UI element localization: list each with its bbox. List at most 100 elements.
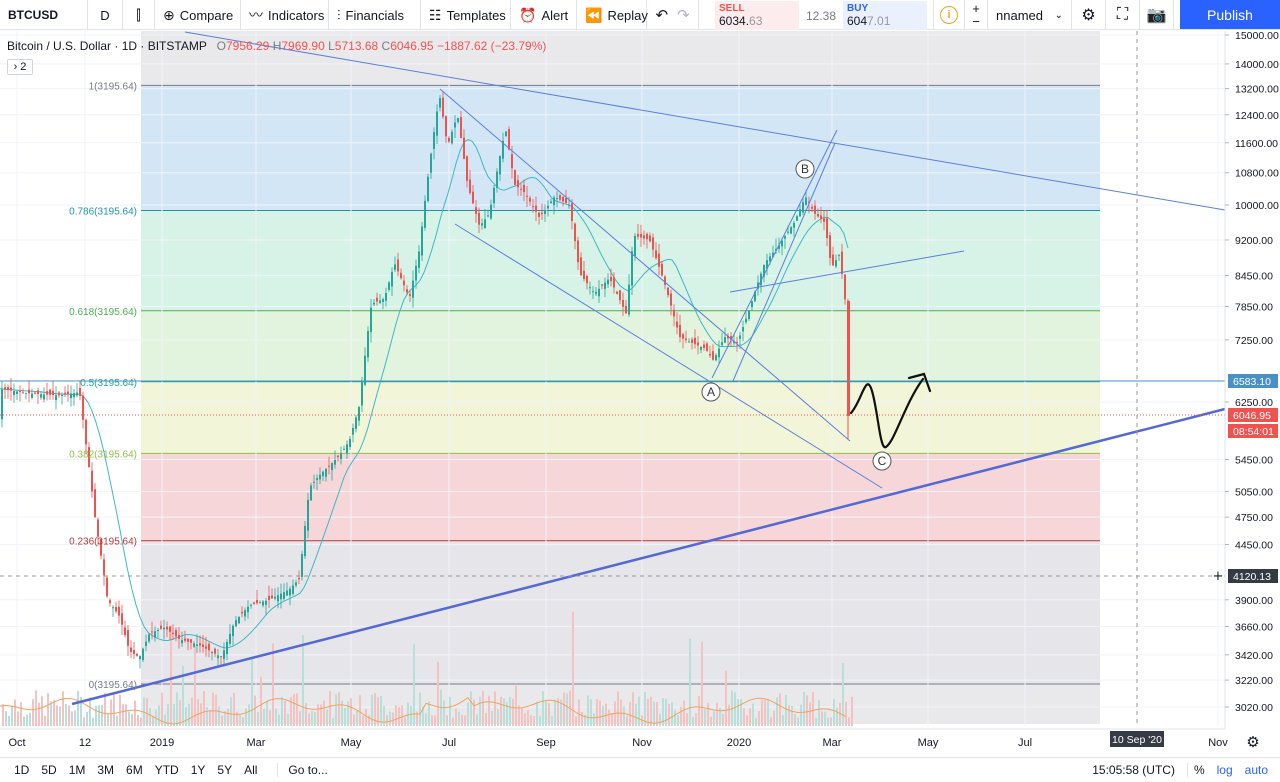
- range-all[interactable]: All: [244, 763, 258, 777]
- candle-body: [358, 407, 360, 421]
- publish-button[interactable]: Publish: [1180, 0, 1280, 29]
- candle-body: [415, 265, 417, 281]
- candle-body: [523, 184, 525, 193]
- symbol-search-button[interactable]: BTCUSD: [0, 0, 88, 30]
- candle-body: [682, 334, 684, 339]
- plus-icon[interactable]: +: [972, 1, 980, 16]
- chart-type-button[interactable]: ⫿: [123, 0, 155, 30]
- quantity-stepper[interactable]: + −: [964, 0, 988, 30]
- undo-icon[interactable]: ↶: [655, 7, 669, 24]
- candle-body: [325, 468, 327, 477]
- financials-button[interactable]: ⫶ Financials: [329, 0, 421, 30]
- settings-button[interactable]: ⚙: [1072, 0, 1106, 30]
- volume-bars: [0, 611, 853, 726]
- financials-label: Financials: [345, 7, 405, 23]
- candle-body: [268, 595, 270, 600]
- drawings[interactable]: A B C: [0, 31, 1226, 726]
- last-price-label-bg: [1228, 408, 1278, 422]
- candle-body: [538, 212, 540, 217]
- replay-button[interactable]: ⏪ Replay: [577, 0, 648, 30]
- candle-body: [436, 111, 438, 136]
- candle-body: [265, 600, 267, 605]
- range-1m[interactable]: 1M: [68, 763, 86, 777]
- range-1d[interactable]: 1D: [14, 763, 30, 777]
- volume-bar: [764, 699, 766, 726]
- candle-body: [655, 250, 657, 259]
- interval-button[interactable]: D: [88, 0, 123, 30]
- candle-body: [427, 176, 429, 201]
- candle-body: [460, 116, 462, 138]
- fullscreen-button[interactable]: ⛶: [1106, 0, 1140, 30]
- layout-selector[interactable]: nnamed ⌄: [988, 0, 1072, 30]
- alarm-clock-icon: ⏰: [519, 7, 537, 23]
- volume-bar: [254, 695, 256, 726]
- snapshot-button[interactable]: 📷: [1140, 0, 1174, 30]
- volume-bar: [374, 693, 376, 726]
- redo-icon[interactable]: ↷: [676, 7, 690, 24]
- volume-bar: [32, 699, 34, 726]
- price-chart[interactable]: A B C 1(3195.64) 0.786(3195.64) 0.618(3195.6…: [0, 31, 1280, 757]
- candle-body: [217, 655, 219, 659]
- candle-body: [838, 254, 840, 256]
- time-axis[interactable]: Oct 12 2019 Mar May Jul Sep Nov 2020 Mar May Jul Nov…: [0, 728, 1280, 757]
- collapse-indicators-button[interactable]: › 2: [7, 59, 33, 75]
- candle-body: [727, 335, 729, 339]
- candle-body: [760, 273, 762, 286]
- volume-bar: [149, 707, 151, 726]
- sell-button[interactable]: SELL 6034.63: [715, 1, 799, 30]
- volume-bar: [233, 692, 235, 726]
- goto-date-button[interactable]: Go to...: [277, 763, 337, 777]
- volume-bar: [227, 708, 229, 726]
- volume-bar: [683, 700, 685, 726]
- candle-body: [133, 650, 135, 654]
- volume-bar: [509, 696, 511, 726]
- replay-label: Replay: [607, 7, 648, 23]
- volume-bar: [164, 714, 166, 726]
- minus-icon[interactable]: −: [972, 14, 980, 29]
- range-5d[interactable]: 5D: [41, 763, 57, 777]
- candle-body: [16, 391, 18, 395]
- buy-button[interactable]: BUY 6047.01: [843, 1, 927, 30]
- alert-button[interactable]: ⏰ Alert: [511, 0, 577, 30]
- candle-body: [307, 499, 309, 531]
- compare-button[interactable]: ⊕ Compare: [155, 0, 241, 30]
- candle-body: [58, 392, 60, 396]
- candles: [1, 91, 850, 669]
- volume-bar: [140, 717, 142, 726]
- percent-toggle[interactable]: %: [1193, 763, 1205, 777]
- price-tick-label: 10800.00: [1235, 168, 1279, 180]
- crosshair-price-label-bg: [1228, 569, 1278, 583]
- candle-body: [382, 299, 384, 302]
- range-5y[interactable]: 5Y: [217, 763, 233, 777]
- templates-button[interactable]: ☷ Templates: [421, 0, 511, 30]
- range-1y[interactable]: 1Y: [190, 763, 206, 777]
- volume-bar: [242, 717, 244, 726]
- volume-bar: [671, 702, 673, 726]
- volume-bar: [353, 714, 355, 726]
- candle-body: [514, 170, 516, 185]
- legend-title: Bitcoin / U.S. Dollar · 1D · BITSTAMP: [7, 39, 207, 53]
- utc-clock[interactable]: 15:05:58 (UTC): [1080, 763, 1188, 777]
- volume-bar: [347, 701, 349, 726]
- volume-bar: [821, 711, 823, 726]
- volume-bar: [575, 716, 577, 726]
- range-6m[interactable]: 6M: [126, 763, 143, 777]
- alert-label: Alert: [541, 7, 569, 23]
- volume-bar: [203, 691, 205, 726]
- indicators-button[interactable]: 〰 Indicators: [241, 0, 329, 30]
- info-button[interactable]: i: [934, 0, 964, 30]
- candle-body: [199, 643, 201, 646]
- volume-bar: [698, 695, 700, 726]
- range-3m[interactable]: 3M: [97, 763, 115, 777]
- log-toggle[interactable]: log: [1216, 763, 1233, 777]
- candle-body: [97, 519, 99, 537]
- volume-bar: [122, 704, 124, 726]
- price-tick-label: 3020.00: [1235, 702, 1273, 714]
- legend-open: 7956.29: [225, 39, 270, 53]
- volume-bar: [827, 717, 829, 726]
- trading-panel: SELL 6034.63 12.38 BUY 6047.01: [699, 0, 934, 30]
- range-ytd[interactable]: YTD: [154, 763, 179, 777]
- volume-bar: [200, 703, 202, 726]
- price-axis[interactable]: 15000.00 14000.00 13200.00 12400.00 11600.00…: [1213, 31, 1280, 757]
- auto-toggle[interactable]: auto: [1244, 763, 1268, 777]
